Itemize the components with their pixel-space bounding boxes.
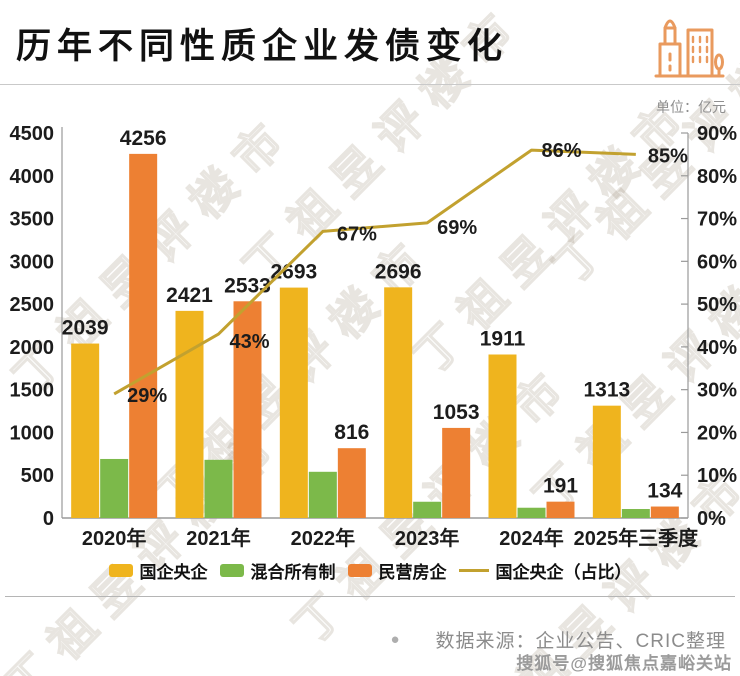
left-axis-tick-label: 2500 xyxy=(10,294,55,316)
unit-label: 单位：亿元 xyxy=(656,99,726,115)
bar-国企央企-2020年 xyxy=(71,343,100,518)
right-axis-tick-label: 0% xyxy=(697,508,726,530)
bar-value-label: 4256 xyxy=(120,127,167,150)
right-axis-tick-label: 10% xyxy=(697,465,737,487)
buildings-icon xyxy=(654,19,725,78)
left-axis-tick-label: 4000 xyxy=(10,166,55,188)
bar-民营房企-2023年 xyxy=(442,427,471,518)
bar-混合所有制-2021年 xyxy=(204,459,233,518)
bar-value-label: 1911 xyxy=(480,328,526,351)
legend-item-民营房企: 民营房企 xyxy=(347,558,447,583)
left-axis-tick-label: 3000 xyxy=(10,251,55,273)
bar-value-label: 2039 xyxy=(62,317,109,340)
bar-民营房企-2021年 xyxy=(233,301,262,518)
x-axis-category-label: 2025年三季度 xyxy=(574,526,699,550)
bar-value-label: 2421 xyxy=(166,284,213,307)
bar-value-label: 2696 xyxy=(375,260,422,283)
bar-value-label: 134 xyxy=(647,480,682,503)
footer: ● 数据来源：企业公告、CRIC整理 xyxy=(390,626,726,653)
bar-value-label: 1053 xyxy=(433,401,480,424)
bar-value-label: 2693 xyxy=(270,261,317,284)
x-axis-category-label: 2023年 xyxy=(395,526,460,550)
ratio-line xyxy=(113,148,636,396)
bar-国企央企-2025年三季度 xyxy=(592,405,621,518)
right-axis-tick-label: 40% xyxy=(697,337,737,359)
bullet-icon: ● xyxy=(390,631,400,648)
bar-混合所有制-2025年三季度 xyxy=(621,509,650,518)
legend-item-混合所有制: 混合所有制 xyxy=(219,558,336,583)
bar-民营房企-2020年 xyxy=(129,153,158,518)
ratio-point-label: 43% xyxy=(230,331,270,353)
data-source-text: 数据来源：企业公告、CRIC整理 xyxy=(435,631,726,652)
bar-民营房企-2022年 xyxy=(337,448,366,518)
ratio-point-label: 29% xyxy=(127,385,167,407)
right-axis-tick-label: 30% xyxy=(697,380,737,402)
x-axis-category-label: 2024年 xyxy=(499,526,564,550)
title-divider xyxy=(0,84,740,85)
left-axis-tick-label: 1000 xyxy=(10,422,55,444)
legend-swatch-icon xyxy=(458,568,489,572)
right-axis-tick-label: 90% xyxy=(697,123,737,145)
ratio-point-label: 69% xyxy=(437,217,477,239)
bar-国企央企-2023年 xyxy=(384,287,413,518)
legend-swatch-icon xyxy=(108,563,133,577)
bar-混合所有制-2024年 xyxy=(517,507,546,518)
header: 历年不同性质企业发债变化 xyxy=(0,0,740,85)
legend-label: 国企央企 xyxy=(139,562,208,582)
left-axis-tick-label: 500 xyxy=(21,465,54,487)
legend-swatch-icon xyxy=(347,563,372,577)
right-axis-tick-label: 20% xyxy=(697,422,737,444)
left-axis-tick-label: 3500 xyxy=(10,209,55,231)
legend-item-国企央企: 国企央企 xyxy=(108,558,208,583)
bar-国企央企-2024年 xyxy=(488,354,517,518)
legend-label: 民营房企 xyxy=(378,562,447,582)
left-axis-tick-label: 4500 xyxy=(10,123,55,145)
ratio-point-label: 86% xyxy=(542,140,582,162)
left-axis-tick-label: 1500 xyxy=(10,380,55,402)
bar-value-label: 1313 xyxy=(583,379,630,402)
x-axis-category-label: 2022年 xyxy=(291,526,356,550)
right-axis-tick-label: 80% xyxy=(697,166,737,188)
sohu-watermark: 搜狐号@搜狐焦点嘉峪关站 xyxy=(516,654,732,673)
legend-label: 国企央企（占比） xyxy=(495,562,632,582)
bond-issuance-chart: 0 500 1000 1500 2000 2500 3000 3500 4000 4500 0% 10… xyxy=(10,123,738,550)
right-axis-tick-label: 70% xyxy=(697,209,737,231)
bar-value-label: 191 xyxy=(543,475,578,498)
right-axis-tick-label: 60% xyxy=(697,251,737,273)
x-axis-category-label: 2021年 xyxy=(186,526,251,550)
ratio-point-label: 85% xyxy=(648,145,688,167)
x-axis-category-label: 2020年 xyxy=(82,526,147,550)
legend-divider xyxy=(5,596,735,597)
right-axis-tick-label: 50% xyxy=(697,294,737,316)
legend-label: 混合所有制 xyxy=(250,562,336,582)
bar-国企央企-2021年 xyxy=(175,310,204,518)
legend-item-国企央企（占比）: 国企央企（占比） xyxy=(458,558,632,583)
bar-value-label: 816 xyxy=(334,421,369,444)
bar-国企央企-2022年 xyxy=(279,287,308,518)
bar-value-label: 2533 xyxy=(224,274,271,297)
chart-legend: 国企央企 混合所有制 民营房企 国企央企（占比） xyxy=(0,557,740,583)
left-axis-tick-label: 2000 xyxy=(10,337,55,359)
bar-混合所有制-2023年 xyxy=(413,501,442,518)
ratio-point-label: 67% xyxy=(337,223,377,245)
bar-民营房企-2024年 xyxy=(546,501,575,518)
legend-swatch-icon xyxy=(219,563,244,577)
page-title: 历年不同性质企业发债变化 xyxy=(16,27,509,66)
bar-混合所有制-2022年 xyxy=(308,471,337,518)
left-axis-tick-label: 0 xyxy=(43,508,54,530)
bar-混合所有制-2020年 xyxy=(100,458,129,518)
bar-民营房企-2025年三季度 xyxy=(650,506,679,518)
